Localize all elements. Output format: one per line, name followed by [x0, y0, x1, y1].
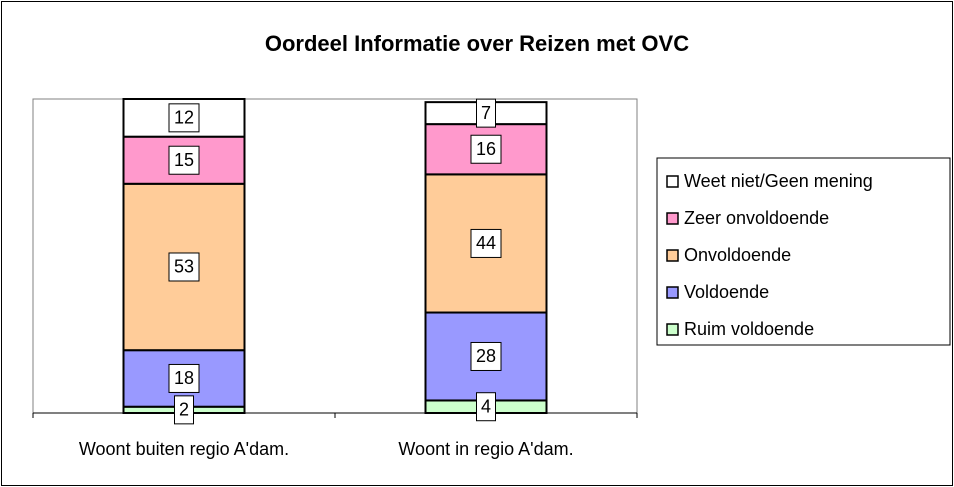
legend-label: Zeer onvoldoende — [684, 208, 829, 228]
bar-segment — [424, 173, 548, 314]
legend-swatch — [666, 286, 679, 299]
data-label-box — [168, 145, 200, 175]
legend-box — [656, 157, 951, 346]
data-label-box — [476, 392, 496, 422]
data-label: 4 — [481, 396, 491, 416]
data-label: 12 — [174, 108, 194, 128]
legend-swatch — [666, 249, 679, 262]
legend-label: Weet niet/Geen mening — [684, 171, 873, 191]
data-label: 2 — [179, 400, 189, 420]
data-label: 18 — [174, 368, 194, 388]
data-label-box — [174, 395, 194, 425]
x-tick-label: Woont in regio A'dam. — [398, 439, 573, 459]
data-label-box — [476, 98, 496, 128]
data-label: 53 — [174, 257, 194, 277]
data-label-box — [470, 134, 502, 164]
data-label-box — [470, 341, 502, 371]
legend-label: Voldoende — [684, 282, 769, 302]
data-label: 15 — [174, 150, 194, 170]
legend-label: Ruim voldoende — [684, 319, 814, 339]
legend-swatch — [666, 175, 679, 188]
data-label-box — [168, 363, 200, 393]
data-label-box — [168, 103, 200, 133]
data-label: 7 — [481, 103, 491, 123]
data-label-box — [470, 228, 502, 258]
data-label: 44 — [476, 233, 496, 253]
legend-label: Onvoldoende — [684, 245, 791, 265]
data-label: 28 — [476, 346, 496, 366]
legend-swatch — [666, 323, 679, 336]
data-label: 16 — [476, 139, 496, 159]
x-tick-label: Woont buiten regio A'dam. — [79, 439, 289, 459]
data-label-box — [168, 252, 200, 282]
chart-title: Oordeel Informatie over Reizen met OVC — [265, 31, 689, 56]
legend-swatch — [666, 212, 679, 225]
